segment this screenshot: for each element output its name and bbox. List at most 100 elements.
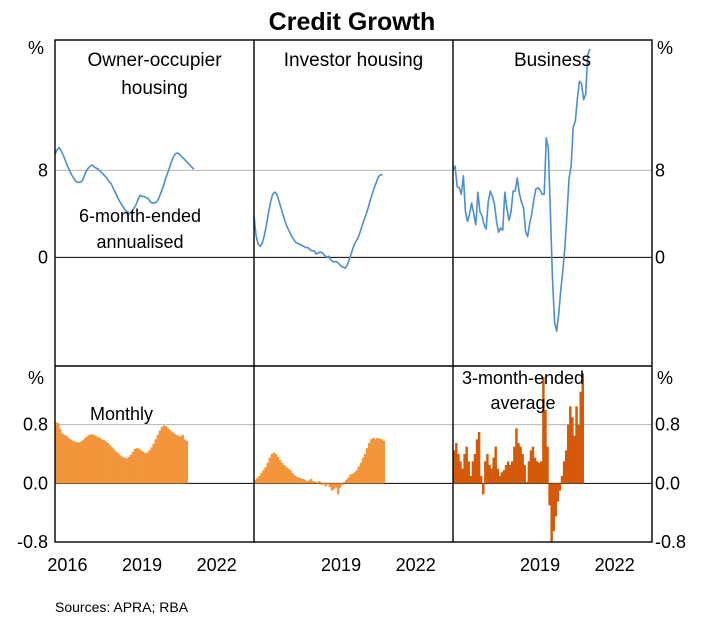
bar-panel-1-52 xyxy=(162,425,166,484)
chart-title: Credit Growth xyxy=(269,8,436,36)
bar-panel-1-15 xyxy=(86,436,89,484)
bar-panel-2-28 xyxy=(312,481,315,484)
bar-panel-3-13 xyxy=(479,476,483,484)
bar-panel-1-48 xyxy=(154,439,157,484)
bar-panel-1-56 xyxy=(171,432,174,484)
bar-panel-1-19 xyxy=(94,435,97,484)
bar-panel-1-57 xyxy=(173,433,176,484)
bar-panel-1-22 xyxy=(100,439,104,484)
bar-panel-3-4 xyxy=(461,468,464,484)
x-tick-label-2022: 2022 xyxy=(396,555,436,575)
bar-panel-1-27 xyxy=(110,447,114,484)
bar-panel-2-11 xyxy=(276,456,280,484)
bar-panel-3-36 xyxy=(527,461,531,484)
bar-panel-1-39 xyxy=(135,448,139,484)
bar-panel-2-25 xyxy=(305,481,309,484)
bar-panel-2-37 xyxy=(330,483,334,491)
bar-panel-3-8 xyxy=(469,476,473,484)
bar-panel-2-30 xyxy=(316,482,319,484)
bar-panel-1-60 xyxy=(179,436,182,484)
bar-panel-2-35 xyxy=(326,483,330,485)
bar-panel-3-45 xyxy=(546,446,549,484)
bar-panel-2-32 xyxy=(320,483,323,485)
y-tick-label-right: 0.0 xyxy=(655,473,680,493)
bar-panel-1-41 xyxy=(139,450,143,484)
bar-panel-2-46 xyxy=(349,474,352,484)
bar-panel-2-34 xyxy=(324,483,327,487)
bar-panel-3-41 xyxy=(537,462,541,484)
bar-panel-3-35 xyxy=(525,481,529,484)
bar-panel-2-62 xyxy=(382,440,385,484)
bar-panel-2-55 xyxy=(368,443,371,484)
y-tick-label-right: 0 xyxy=(655,247,665,267)
bar-panel-3-19 xyxy=(492,457,495,484)
data-layer xyxy=(54,48,591,542)
bar-panel-3-54 xyxy=(564,450,568,484)
bar-panel-1-34 xyxy=(125,458,128,484)
bar-panel-1-32 xyxy=(121,456,124,484)
bar-panel-2-29 xyxy=(314,481,317,484)
y-tick-label-left: 8 xyxy=(38,160,48,180)
bar-panel-1-23 xyxy=(102,440,106,484)
bar-panel-2-36 xyxy=(328,483,332,487)
bar-panel-3-22 xyxy=(498,476,502,484)
bar-panel-3-25 xyxy=(504,465,508,484)
bar-panel-2-54 xyxy=(365,448,369,484)
bar-panel-2-9 xyxy=(272,452,276,484)
bar-panel-2-40 xyxy=(336,483,340,495)
bar-panel-2-21 xyxy=(297,477,300,484)
bar-panel-1-46 xyxy=(150,447,153,484)
bar-panel-3-46 xyxy=(548,483,551,506)
bar-panel-2-38 xyxy=(332,483,336,490)
bar-panel-2-31 xyxy=(318,481,321,484)
bar-panel-2-18 xyxy=(291,473,294,484)
bar-panel-2-15 xyxy=(285,467,288,484)
y-tick-label-left: 0 xyxy=(38,247,48,267)
bar-panel-3-3 xyxy=(459,461,462,484)
bar-panel-1-36 xyxy=(129,454,133,484)
bar-panel-2-3 xyxy=(260,473,263,484)
bar-panel-2-44 xyxy=(345,479,348,484)
bar-panel-1-1 xyxy=(57,423,60,484)
bar-panel-3-62 xyxy=(581,373,584,484)
y-tick-label-left: 0.0 xyxy=(23,473,48,493)
frame-layer: Owner-occupier housing 2016 2019 2022 Investo… xyxy=(17,38,686,575)
bar-panel-3-2 xyxy=(457,454,460,484)
bar-panel-1-7 xyxy=(69,439,72,484)
bar-panel-3-50 xyxy=(556,483,560,502)
bar-panel-3-40 xyxy=(535,461,539,484)
bar-panel-1-26 xyxy=(108,445,112,484)
bar-panel-3-39 xyxy=(533,457,537,484)
x-tick-label-2022: 2022 xyxy=(197,555,237,575)
bar-panel-2-49 xyxy=(355,470,359,484)
annotation-monthly: Monthly xyxy=(90,404,153,424)
bar-panel-2-12 xyxy=(278,459,282,484)
bar-panel-2-53 xyxy=(363,454,367,484)
bar-panel-3-15 xyxy=(484,461,487,484)
bar-panel-3-44 xyxy=(544,410,547,484)
bar-panel-3-9 xyxy=(471,461,475,484)
bar-panel-3-7 xyxy=(467,461,470,484)
bar-panel-3-16 xyxy=(486,454,489,484)
bar-panel-1-17 xyxy=(90,434,93,484)
bar-panel-2-51 xyxy=(359,462,363,484)
bar-panel-1-62 xyxy=(183,439,186,484)
bar-panel-2-33 xyxy=(322,483,325,485)
bar-panel-1-49 xyxy=(156,434,160,484)
bar-panel-1-50 xyxy=(158,430,162,484)
x-tick-label-2016: 2016 xyxy=(47,555,87,575)
bar-panel-1-16 xyxy=(88,434,91,484)
bar-panel-3-29 xyxy=(513,446,516,484)
bar-panel-2-1 xyxy=(256,478,259,484)
top-right-unit: % xyxy=(657,38,673,58)
bar-panel-2-58 xyxy=(374,439,377,484)
bar-panel-3-34 xyxy=(523,465,526,484)
bar-panel-1-31 xyxy=(119,455,122,484)
bar-panel-2-0 xyxy=(254,479,257,484)
bar-panel-2-5 xyxy=(264,467,267,484)
bar-panel-2-20 xyxy=(295,476,298,484)
bar-panel-1-58 xyxy=(175,434,178,484)
bar-panel-3-37 xyxy=(529,450,533,484)
annotation-line-series: 6-month-ended xyxy=(79,206,201,226)
bar-panel-2-59 xyxy=(376,437,379,484)
